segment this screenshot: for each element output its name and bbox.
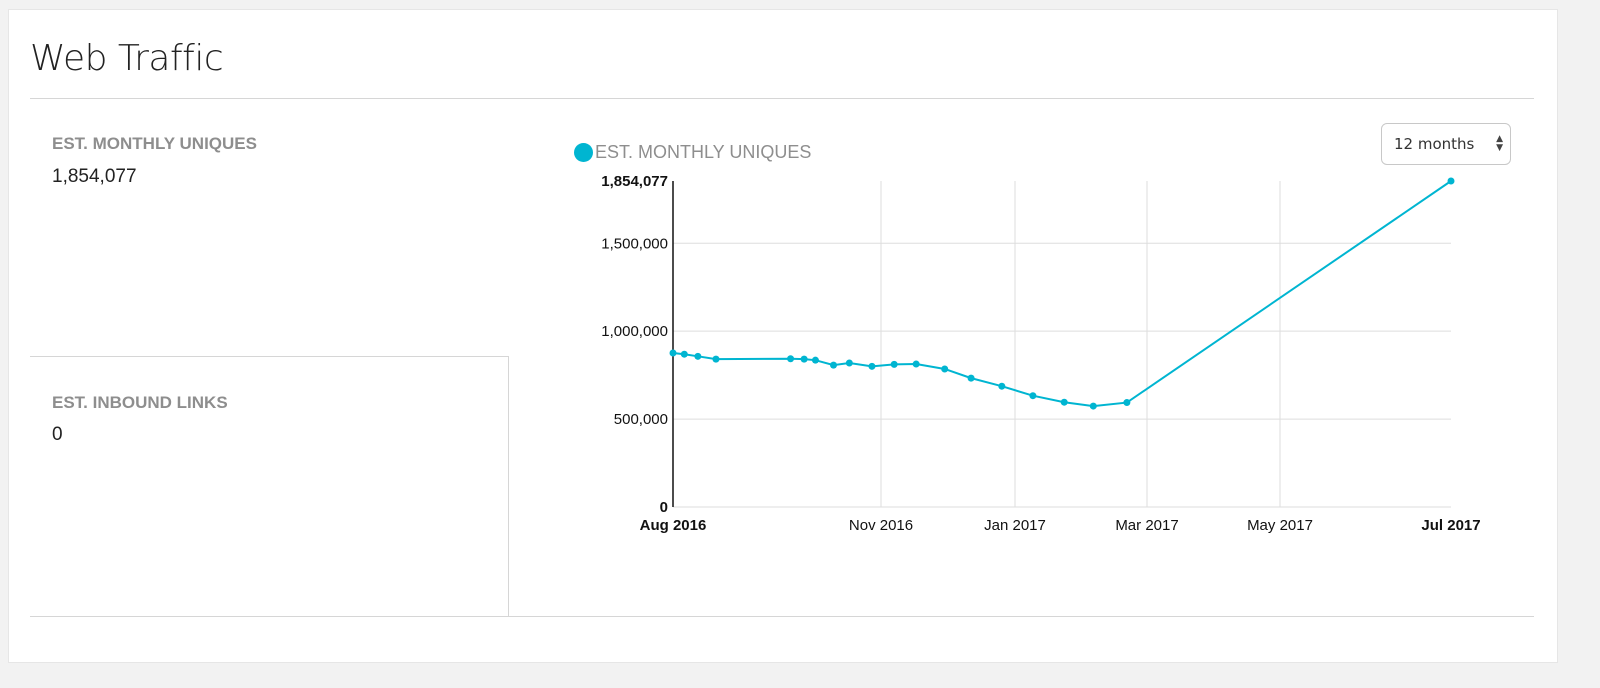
bottom-divider: [30, 616, 1534, 617]
legend-dot-icon: [574, 143, 593, 162]
data-point: [1029, 392, 1037, 400]
x-tick-label: May 2017: [1247, 517, 1313, 534]
y-tick-label: 1,500,000: [601, 235, 668, 252]
data-point: [912, 360, 920, 368]
data-point: [845, 359, 853, 367]
y-tick-label: 0: [660, 499, 668, 516]
data-point: [890, 360, 898, 368]
data-point: [1089, 402, 1097, 410]
inbound-links-label: EST. INBOUND LINKS: [52, 393, 228, 412]
monthly-uniques-label: EST. MONTHLY UNIQUES: [52, 134, 257, 153]
data-point: [941, 365, 949, 373]
monthly-uniques-value: 1,854,077: [52, 166, 137, 187]
data-point: [800, 355, 808, 363]
y-tick-label: 500,000: [614, 411, 668, 428]
data-point: [680, 350, 688, 358]
y-tick-label: 1,000,000: [601, 323, 668, 340]
data-point: [1060, 398, 1068, 406]
time-range-select[interactable]: 12 months ▲ ▼: [1381, 123, 1511, 165]
data-point: [1123, 399, 1131, 407]
data-point: [712, 355, 720, 363]
x-tick-label: Mar 2017: [1115, 517, 1178, 534]
data-point: [669, 349, 677, 357]
data-point: [830, 361, 838, 369]
x-tick-label: Aug 2016: [640, 517, 707, 534]
x-tick-label: Nov 2016: [849, 517, 913, 534]
page-title: Web Traffic: [30, 38, 224, 79]
data-point: [868, 362, 876, 370]
time-range-value: 12 months: [1394, 135, 1475, 153]
title-divider: [30, 98, 1534, 99]
data-point: [967, 374, 975, 382]
select-arrows-icon: ▲ ▼: [1496, 134, 1503, 153]
data-point: [811, 356, 819, 364]
web-traffic-card: [8, 9, 1558, 663]
chart-legend: EST. MONTHLY UNIQUES: [574, 142, 811, 163]
data-point: [694, 352, 702, 360]
legend-label: EST. MONTHLY UNIQUES: [595, 142, 812, 162]
y-tick-label: 1,854,077: [601, 173, 668, 190]
series-line: [672, 180, 1452, 408]
x-tick-label: Jul 2017: [1421, 517, 1480, 534]
inbound-links-panel: [30, 356, 509, 616]
data-point: [1447, 177, 1455, 185]
data-point: [787, 355, 795, 363]
inbound-links-value: 0: [52, 424, 63, 445]
x-tick-label: Jan 2017: [984, 517, 1046, 534]
data-point: [998, 382, 1006, 390]
